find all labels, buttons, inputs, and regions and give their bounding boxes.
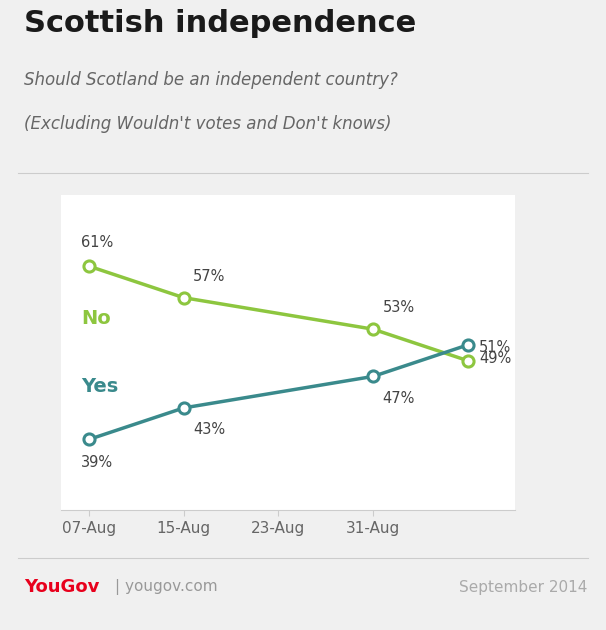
Text: Should Scotland be an independent country?: Should Scotland be an independent countr… xyxy=(24,71,398,89)
Text: 49%: 49% xyxy=(479,351,511,366)
Text: 43%: 43% xyxy=(193,422,225,437)
Text: 47%: 47% xyxy=(382,391,415,406)
Text: YouGov: YouGov xyxy=(24,578,99,597)
Text: No: No xyxy=(81,309,111,328)
Text: Scottish independence: Scottish independence xyxy=(24,9,416,38)
Text: September 2014: September 2014 xyxy=(459,580,588,595)
Text: 57%: 57% xyxy=(193,268,225,284)
Text: 61%: 61% xyxy=(81,236,114,250)
Text: Yes: Yes xyxy=(81,377,119,396)
Text: (Excluding Wouldn't votes and Don't knows): (Excluding Wouldn't votes and Don't know… xyxy=(24,115,391,133)
Text: 51%: 51% xyxy=(479,340,511,355)
Text: | yougov.com: | yougov.com xyxy=(115,580,218,595)
Text: 53%: 53% xyxy=(382,300,415,315)
Text: 39%: 39% xyxy=(81,455,113,470)
